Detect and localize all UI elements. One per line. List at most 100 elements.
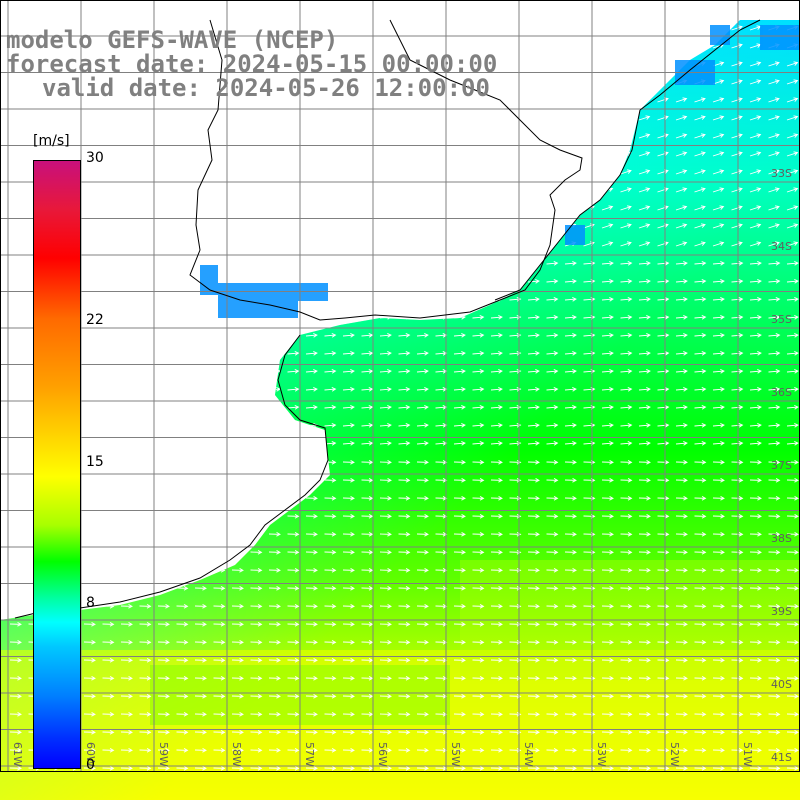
wind-arrow xyxy=(601,495,614,501)
wind-arrow xyxy=(620,747,633,753)
wind-arrow xyxy=(490,603,503,609)
wind-arrow xyxy=(712,333,725,338)
wind-arrow xyxy=(786,531,799,537)
wind-arrow xyxy=(749,459,762,465)
wind-arrow xyxy=(768,223,780,229)
wind-arrow xyxy=(657,531,670,537)
wind-arrow xyxy=(194,621,207,627)
wind-arrow xyxy=(527,639,540,645)
wind-arrow xyxy=(268,585,281,591)
wind-arrow xyxy=(675,351,688,356)
wind-arrow xyxy=(472,315,485,320)
wind-arrow xyxy=(398,675,411,681)
wind-arrow xyxy=(768,261,781,266)
wind-arrow xyxy=(250,621,263,627)
wind-arrow xyxy=(268,549,281,555)
wind-arrow xyxy=(675,297,688,302)
wind-arrow xyxy=(657,261,670,266)
wind-arrow xyxy=(620,459,633,465)
wind-arrow xyxy=(379,729,392,735)
wind-arrow xyxy=(361,693,374,699)
wind-arrow xyxy=(601,223,614,229)
wind-arrow xyxy=(768,657,781,663)
wind-arrow xyxy=(620,241,632,247)
wind-arrow xyxy=(657,621,670,627)
wind-arrow xyxy=(305,621,318,627)
wind-arrow xyxy=(213,729,226,735)
wind-arrow xyxy=(416,639,429,645)
wind-arrow xyxy=(490,765,503,771)
wind-arrow xyxy=(268,729,281,735)
wind-arrow xyxy=(342,513,355,519)
latitude-label: 36S xyxy=(771,386,792,399)
wind-arrow xyxy=(213,621,226,627)
wind-arrow xyxy=(324,387,337,392)
wind-arrow xyxy=(157,603,170,609)
wind-arrow xyxy=(379,513,392,519)
wind-arrow xyxy=(9,675,22,681)
wind-arrow xyxy=(564,261,577,266)
wind-arrow xyxy=(213,585,226,591)
wind-arrow xyxy=(9,747,22,753)
wind-arrow xyxy=(361,351,374,356)
wind-arrow xyxy=(712,693,725,699)
wind-arrow xyxy=(398,585,411,591)
wind-arrow xyxy=(472,585,485,591)
wind-arrow xyxy=(601,387,614,392)
wind-arrow xyxy=(694,387,707,392)
wind-arrow xyxy=(620,549,633,555)
wind-arrow xyxy=(194,747,207,753)
wind-arrow xyxy=(324,729,337,735)
wind-arrow xyxy=(139,711,152,717)
wind-arrow xyxy=(379,747,392,753)
wind-arrow xyxy=(657,549,670,555)
wind-arrow xyxy=(453,603,466,609)
wind-arrow xyxy=(546,387,559,392)
wind-arrow xyxy=(361,675,374,681)
wind-arrow xyxy=(731,423,744,428)
wind-arrow xyxy=(768,351,781,356)
forecast-date: forecast date: 2024-05-15 00:00:00 xyxy=(6,50,498,78)
latitude-label: 35S xyxy=(771,313,792,326)
wind-arrow xyxy=(749,585,762,591)
wind-arrow xyxy=(398,765,411,771)
wind-arrow xyxy=(657,477,670,483)
wind-arrow xyxy=(268,765,281,771)
wind-arrow xyxy=(287,387,300,392)
wind-arrow xyxy=(657,639,670,645)
wind-arrow xyxy=(786,567,799,573)
wind-arrow xyxy=(453,549,466,555)
wind-arrow xyxy=(638,369,651,374)
wind-arrow xyxy=(546,729,559,735)
wind-arrow xyxy=(453,477,466,483)
wind-arrow xyxy=(731,495,744,501)
wind-arrow xyxy=(601,261,614,266)
wind-arrow xyxy=(749,351,762,356)
wind-arrow xyxy=(768,133,780,139)
wind-arrow xyxy=(546,459,559,465)
wind-arrow xyxy=(546,765,559,771)
wind-arrow xyxy=(361,639,374,645)
wind-arrow xyxy=(786,765,799,771)
wind-arrow xyxy=(342,675,355,681)
wind-arrow xyxy=(527,657,540,663)
wind-arrow xyxy=(749,151,762,157)
wind-arrow xyxy=(694,115,706,121)
wind-arrow xyxy=(749,405,762,410)
wind-arrow xyxy=(379,477,392,483)
wind-arrow xyxy=(712,621,725,627)
wind-arrow xyxy=(657,495,670,501)
wind-arrow xyxy=(120,729,133,735)
wind-arrow xyxy=(287,639,300,645)
wind-arrow xyxy=(527,333,540,338)
wind-arrow xyxy=(601,441,614,446)
wind-arrow xyxy=(305,567,318,573)
wind-arrow xyxy=(657,423,670,428)
wind-arrow xyxy=(287,567,300,573)
wind-arrow xyxy=(324,675,337,681)
wind-arrow xyxy=(768,241,780,247)
wind-arrow xyxy=(287,585,300,591)
wind-arrow xyxy=(564,567,577,573)
wind-arrow xyxy=(546,603,559,609)
wind-arrow xyxy=(749,657,762,663)
